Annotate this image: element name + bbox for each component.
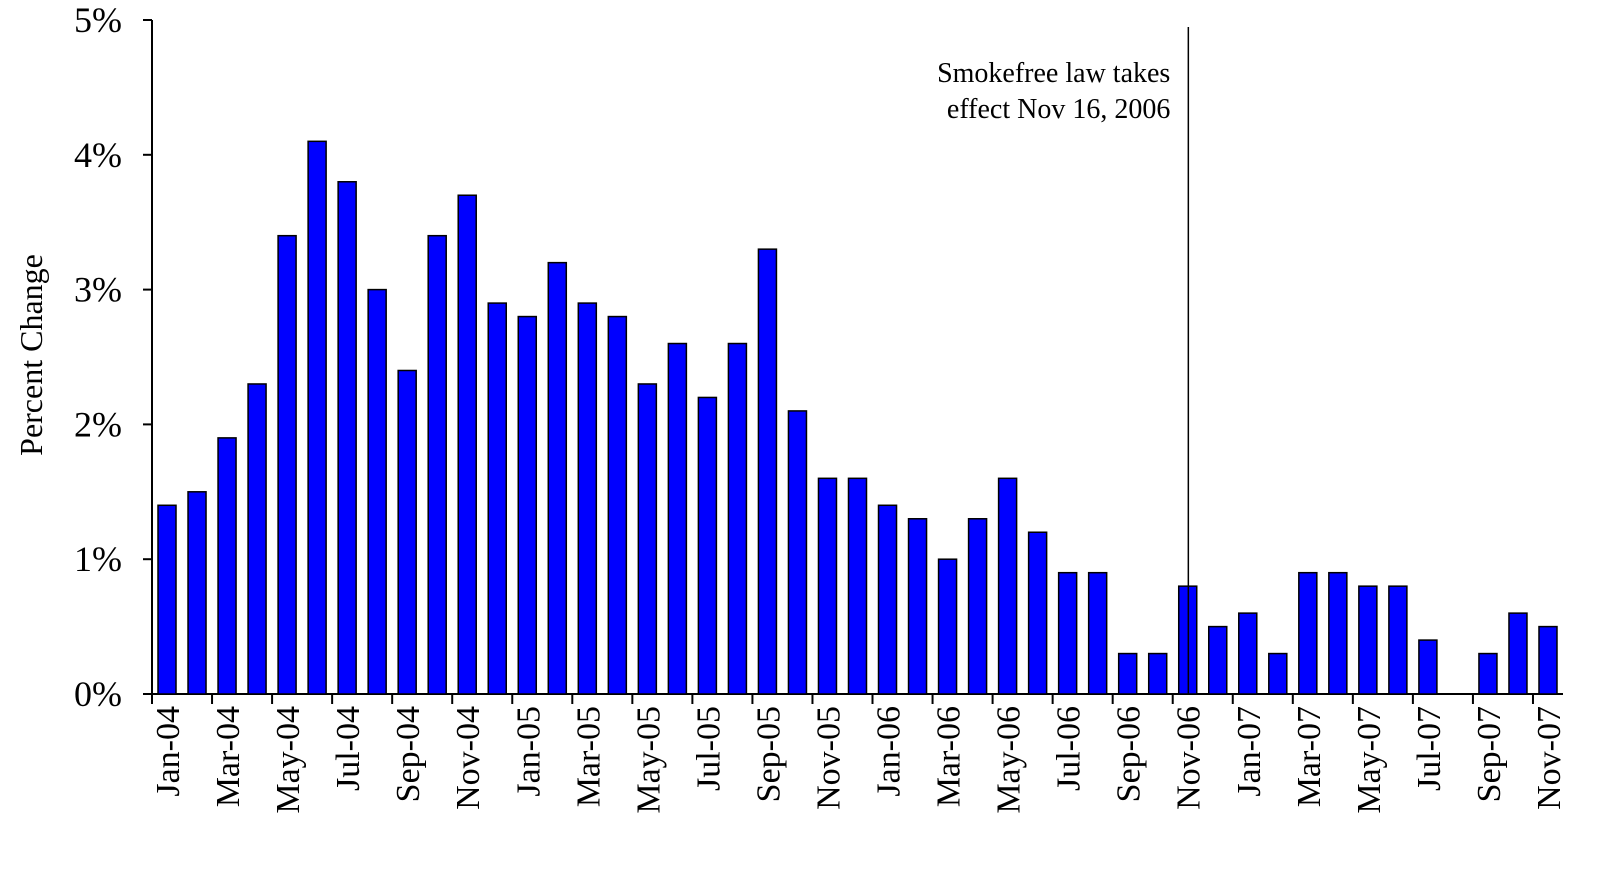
bar bbox=[187, 491, 207, 695]
bar bbox=[1328, 571, 1348, 695]
x-tick-label: Mar-07 bbox=[1291, 706, 1328, 807]
bar bbox=[1147, 652, 1168, 695]
x-tick-label: Jul-04 bbox=[330, 706, 367, 791]
x-tick-label: Jan-07 bbox=[1231, 706, 1268, 797]
x-tick-label: Nov-05 bbox=[810, 706, 847, 810]
bar bbox=[1478, 652, 1498, 695]
bar bbox=[907, 518, 928, 695]
bar bbox=[577, 302, 598, 695]
x-tick-label: Mar-04 bbox=[210, 706, 247, 807]
y-tick-label: 5% bbox=[74, 0, 122, 40]
x-tick-label: Mar-06 bbox=[931, 706, 968, 807]
x-tick-label: May-07 bbox=[1351, 706, 1388, 814]
x-tick-label: May-06 bbox=[991, 706, 1028, 814]
bar bbox=[817, 477, 838, 695]
bar bbox=[727, 342, 748, 695]
x-tick-label: Jan-04 bbox=[150, 706, 187, 797]
bar bbox=[607, 315, 628, 695]
bar bbox=[1388, 585, 1408, 695]
y-tick-label: 0% bbox=[74, 674, 122, 714]
bar bbox=[1057, 571, 1078, 695]
bar bbox=[337, 181, 357, 695]
bar bbox=[997, 477, 1018, 695]
x-tick-label: Nov-06 bbox=[1171, 706, 1208, 810]
y-tick-label: 2% bbox=[74, 404, 122, 444]
bar bbox=[1358, 585, 1378, 695]
bar bbox=[367, 288, 387, 695]
x-tick-label: Mar-05 bbox=[570, 706, 607, 807]
bar bbox=[1508, 612, 1528, 695]
bar bbox=[157, 504, 177, 695]
x-tick-label: Sep-05 bbox=[750, 706, 787, 802]
bar bbox=[1298, 571, 1318, 695]
bar bbox=[547, 261, 568, 695]
bar bbox=[967, 518, 988, 695]
bar bbox=[757, 248, 778, 695]
x-tick-label: Jul-07 bbox=[1411, 706, 1448, 791]
bar bbox=[517, 315, 538, 695]
x-tick-label: Jul-06 bbox=[1051, 706, 1088, 791]
bar bbox=[697, 396, 718, 695]
bar bbox=[1087, 571, 1108, 695]
bar bbox=[1027, 531, 1048, 695]
bar bbox=[397, 369, 417, 695]
bar bbox=[487, 302, 508, 695]
bar bbox=[637, 383, 658, 695]
bar bbox=[1117, 652, 1138, 695]
x-tick-label: Sep-04 bbox=[390, 706, 427, 802]
bar bbox=[787, 410, 808, 695]
x-tick-label: Jan-06 bbox=[871, 706, 908, 797]
y-tick-label: 3% bbox=[74, 270, 122, 310]
x-tick-label: Nov-07 bbox=[1531, 706, 1568, 810]
bar bbox=[1238, 612, 1258, 695]
bar bbox=[247, 383, 267, 695]
bar bbox=[1418, 639, 1438, 695]
y-axis-label: Percent Change bbox=[13, 254, 49, 456]
bar bbox=[277, 234, 297, 695]
bar bbox=[667, 342, 688, 695]
bar bbox=[307, 140, 327, 695]
x-tick-label: Sep-07 bbox=[1471, 706, 1508, 802]
y-tick-label: 4% bbox=[74, 135, 122, 175]
bar bbox=[427, 234, 447, 695]
x-tick-label: Jul-05 bbox=[690, 706, 727, 791]
annotation-text: effect Nov 16, 2006 bbox=[947, 94, 1170, 125]
x-tick-label: Sep-06 bbox=[1111, 706, 1148, 802]
annotation-text: Smokefree law takes bbox=[937, 58, 1170, 89]
x-tick-label: May-04 bbox=[270, 706, 307, 814]
bar bbox=[217, 437, 237, 695]
bar bbox=[877, 504, 898, 695]
bar bbox=[1268, 652, 1288, 695]
x-tick-label: May-05 bbox=[630, 706, 667, 814]
x-tick-label: Jan-05 bbox=[510, 706, 547, 797]
bar bbox=[1207, 625, 1228, 695]
bar bbox=[847, 477, 868, 695]
bar bbox=[1538, 625, 1558, 695]
x-tick-label: Nov-04 bbox=[450, 706, 487, 810]
bar bbox=[937, 558, 958, 695]
y-tick-label: 1% bbox=[74, 539, 122, 579]
bar bbox=[457, 194, 477, 695]
